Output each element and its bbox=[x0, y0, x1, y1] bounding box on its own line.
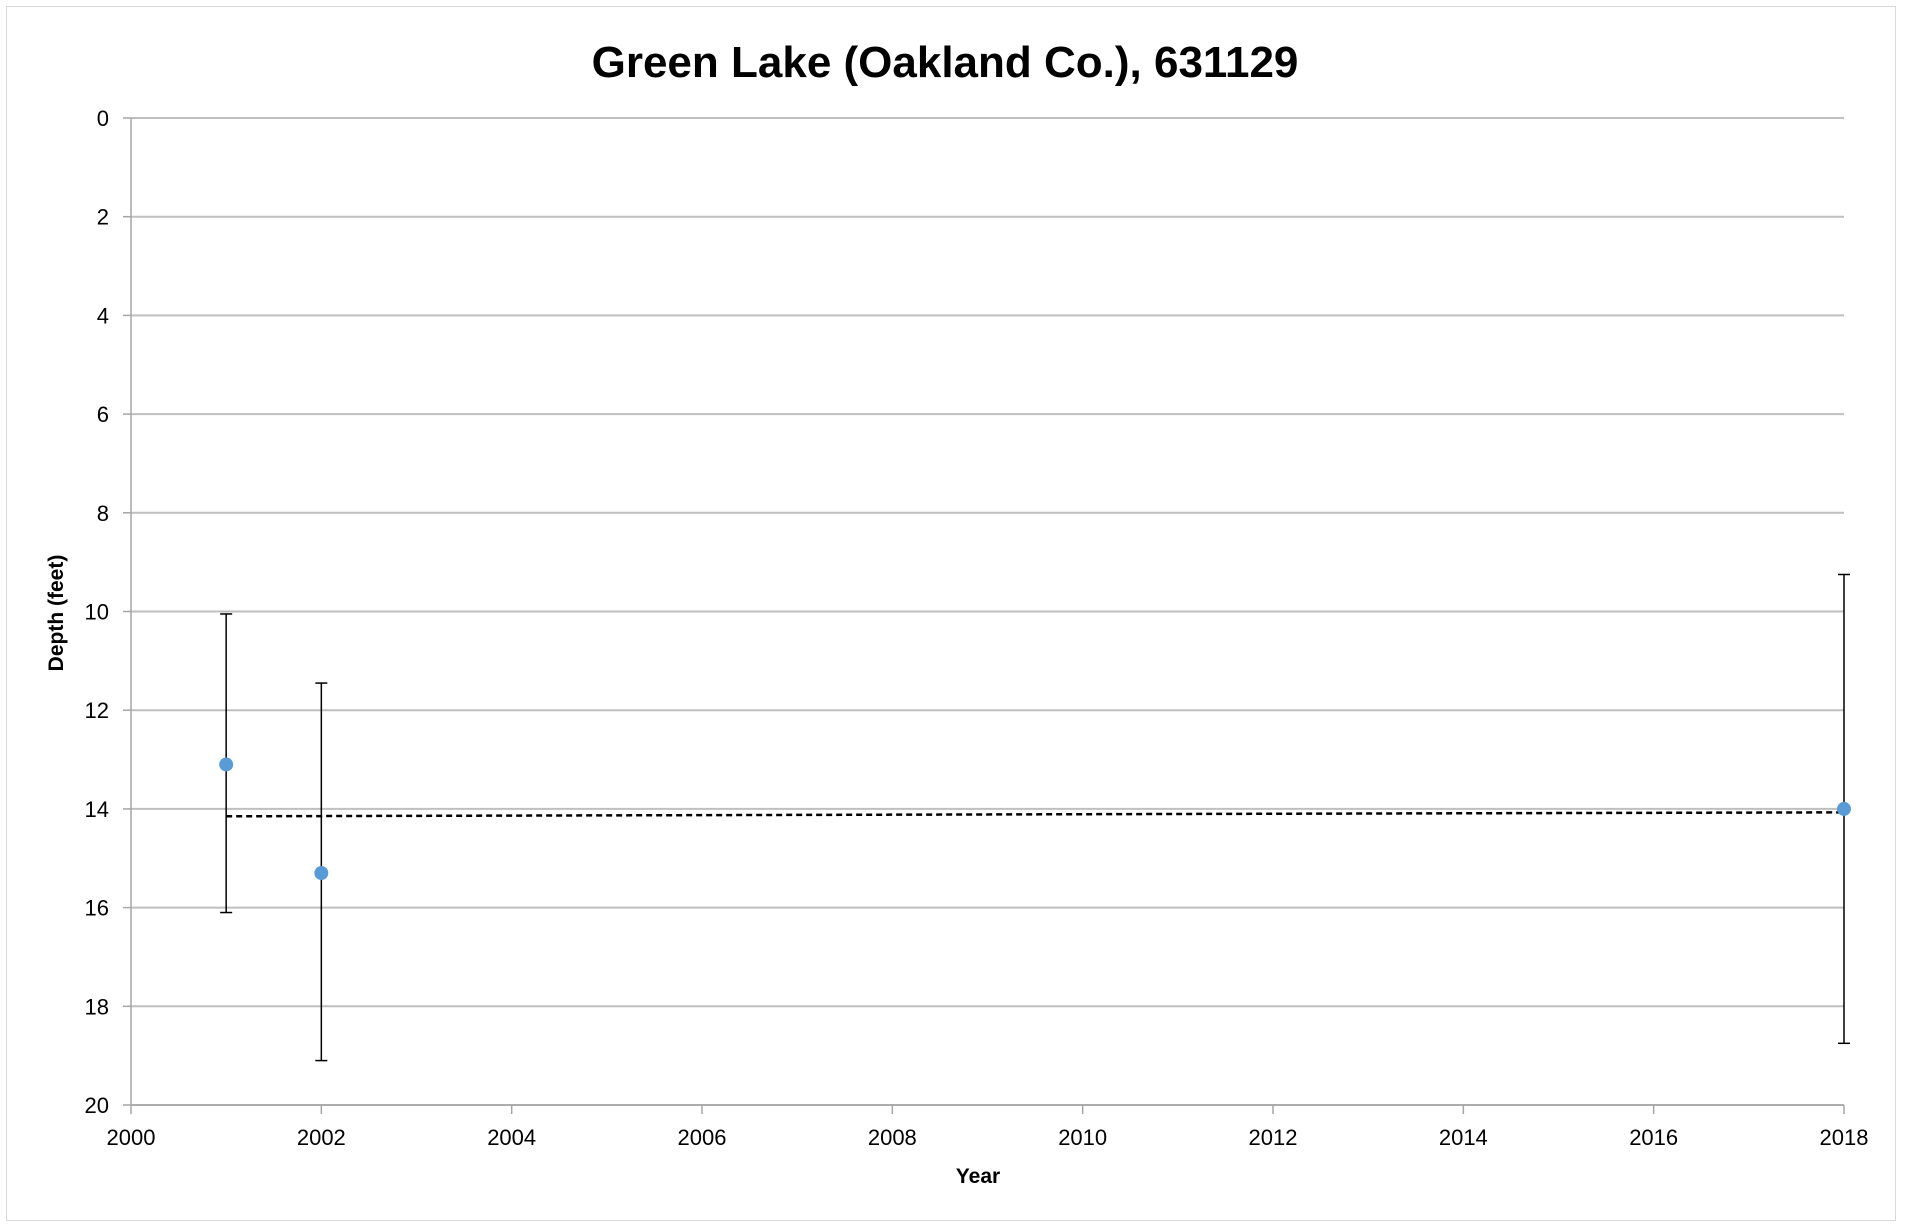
gridlines bbox=[131, 117, 1844, 1106]
x-tick-label: 2012 bbox=[1249, 1125, 1298, 1150]
y-tick-label: 16 bbox=[85, 896, 109, 921]
error-bars bbox=[220, 573, 1850, 1062]
x-tick-label: 2004 bbox=[487, 1125, 536, 1150]
x-axis-label: Year bbox=[956, 1165, 1000, 1188]
x-tick-label: 2014 bbox=[1439, 1125, 1488, 1150]
x-tick-label: 2008 bbox=[868, 1125, 917, 1150]
data-point bbox=[219, 757, 234, 772]
trendline-layer bbox=[226, 811, 1845, 818]
chart-frame: Green Lake (Oakland Co.), 631129 0 2 4 6 8 10… bbox=[6, 6, 1896, 1221]
trendline bbox=[226, 811, 1845, 818]
x-tick-label: 2002 bbox=[297, 1125, 346, 1150]
y-tick-label: 6 bbox=[97, 402, 109, 427]
x-tick-label: 2010 bbox=[1058, 1125, 1107, 1150]
chart-svg: Green Lake (Oakland Co.), 631129 0 2 4 6 8 10… bbox=[45, 38, 1869, 1188]
data-points bbox=[219, 757, 1851, 881]
y-axis-label: Depth (feet) bbox=[45, 555, 68, 672]
y-tick-label: 8 bbox=[97, 501, 109, 526]
x-tick-label: 2016 bbox=[1629, 1125, 1678, 1150]
x-tick-label: 2000 bbox=[107, 1125, 156, 1150]
y-tick-label: 12 bbox=[85, 698, 109, 723]
x-tick-labels: 2000 2002 2004 2006 2008 2010 2012 2014 2016 2018 bbox=[107, 1125, 1869, 1150]
y-tick-label: 20 bbox=[85, 1093, 109, 1118]
y-tick-label: 4 bbox=[97, 303, 109, 328]
y-tick-label: 0 bbox=[97, 106, 109, 131]
y-tick-label: 14 bbox=[85, 797, 109, 822]
y-tick-label: 10 bbox=[85, 600, 109, 625]
x-tick-label: 2018 bbox=[1820, 1125, 1869, 1150]
y-tick-label: 18 bbox=[85, 994, 109, 1019]
chart-title: Green Lake (Oakland Co.), 631129 bbox=[592, 38, 1299, 87]
x-tick-label: 2006 bbox=[678, 1125, 727, 1150]
y-tick-label: 2 bbox=[97, 205, 109, 230]
data-point bbox=[1837, 801, 1851, 816]
data-point bbox=[314, 866, 329, 881]
axes bbox=[123, 117, 1845, 1114]
y-tick-labels: 0 2 4 6 8 10 12 14 16 18 20 bbox=[85, 106, 109, 1118]
